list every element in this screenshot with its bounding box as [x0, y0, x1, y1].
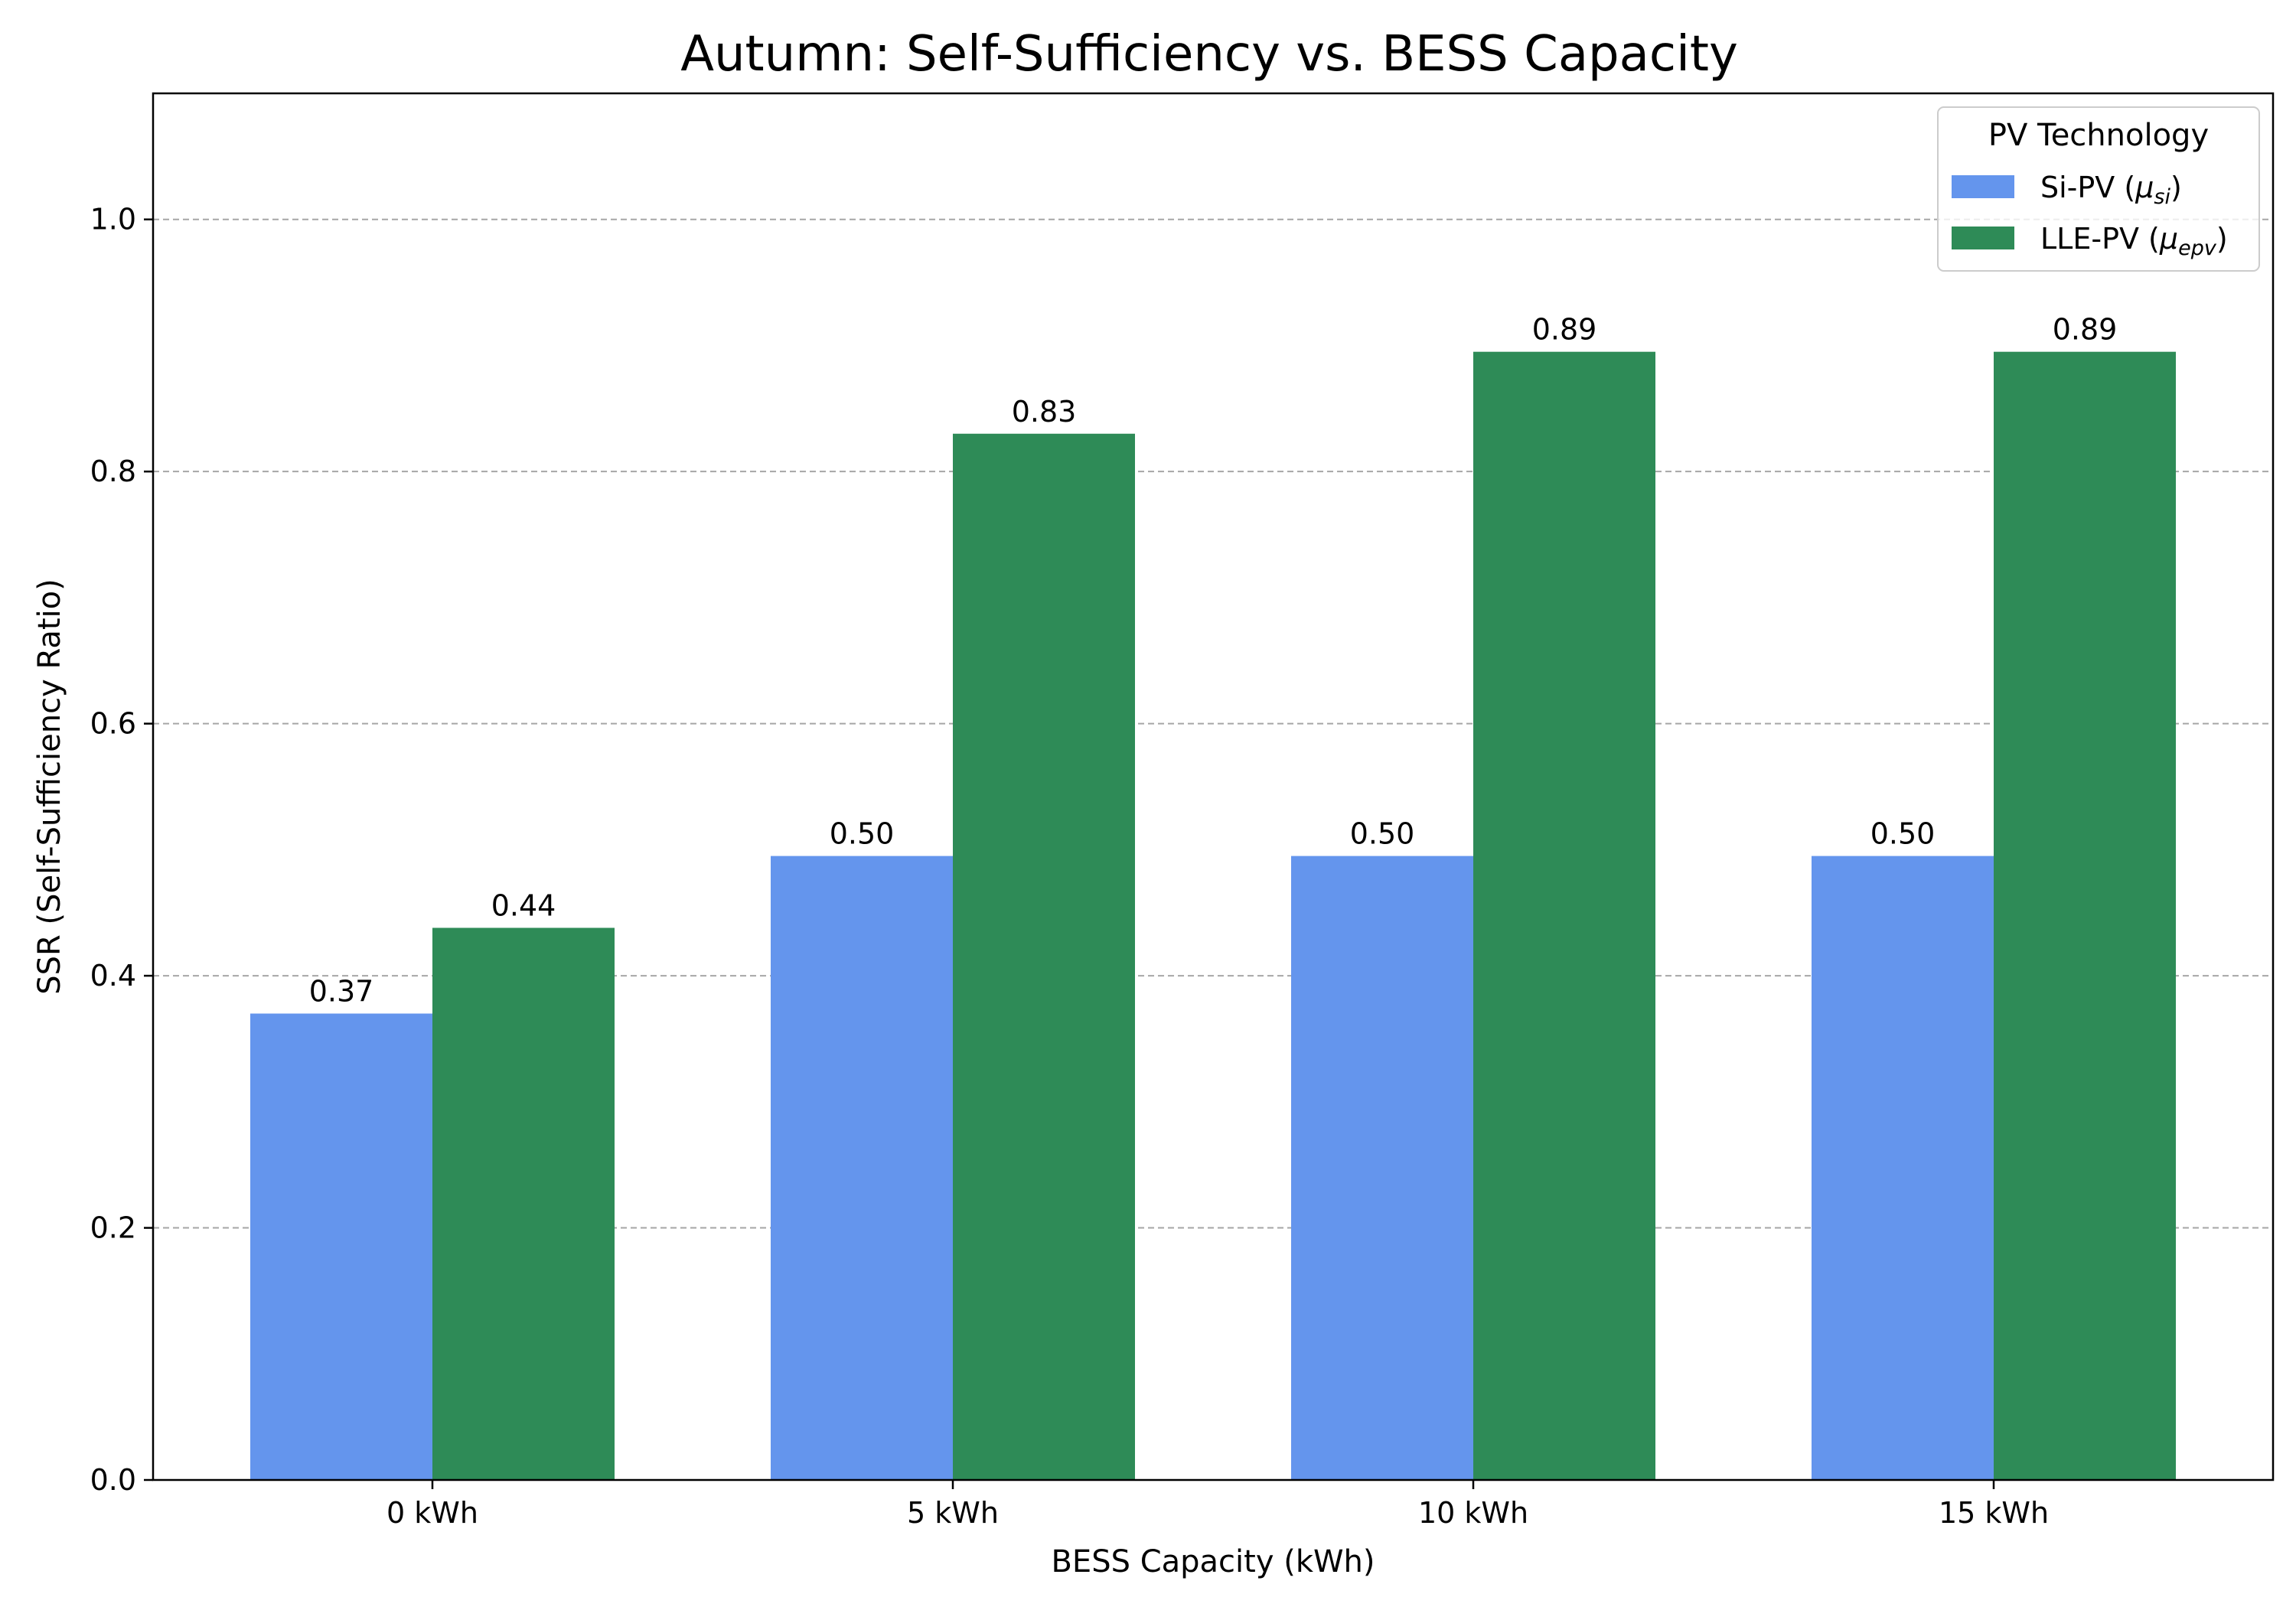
- value-labels: 0.37 0.44 0.50 0.83 0.50 0.89 0.50 0.89: [309, 313, 2118, 1009]
- bar-si-pv-0: [250, 1013, 432, 1480]
- legend: PV Technology Si-PV (μsi) LLE-PV (μepv): [1937, 106, 2260, 272]
- bar-lle-pv-3: [1994, 351, 2176, 1480]
- bar-value-label: 0.50: [830, 817, 895, 851]
- y-tick-label: 1.0: [90, 203, 136, 236]
- bar-value-label: 0.50: [1350, 817, 1415, 851]
- legend-lle-pv-sub: epv: [2178, 236, 2217, 260]
- y-tick-label: 0.6: [90, 707, 136, 741]
- y-axis-label: SSR (Self-Sufficiency Ratio): [32, 579, 67, 995]
- legend-lle-pv-mu: μ: [2159, 222, 2178, 256]
- x-ticks: 0 kWh 5 kWh 10 kWh 15 kWh: [386, 1480, 2049, 1530]
- bar-value-label: 0.89: [1532, 313, 1597, 347]
- x-tick-label: 10 kWh: [1418, 1496, 1528, 1530]
- y-ticks: 0.0 0.2 0.4 0.6 0.8 1.0: [90, 203, 153, 1497]
- legend-lle-pv-end: ): [2216, 222, 2228, 256]
- bar-si-pv-1: [771, 856, 953, 1480]
- bar-value-label: 0.89: [2053, 313, 2118, 347]
- legend-si-pv-base: Si-PV (: [2040, 171, 2135, 204]
- bar-lle-pv-1: [953, 433, 1135, 1480]
- y-tick-label: 0.8: [90, 455, 136, 488]
- bar-lle-pv-0: [432, 927, 615, 1480]
- bar-value-label: 0.83: [1012, 395, 1077, 429]
- legend-entry-lle-pv: LLE-PV (μepv): [2040, 222, 2228, 260]
- bar-si-pv-2: [1291, 856, 1473, 1480]
- bar-value-label: 0.50: [1870, 817, 1936, 851]
- x-axis-label: BESS Capacity (kWh): [1051, 1544, 1375, 1579]
- plot-frame: [152, 92, 2275, 1482]
- legend-si-pv-end: ): [2170, 171, 2182, 204]
- x-tick-label: 0 kWh: [386, 1496, 478, 1530]
- y-tick-label: 0.0: [90, 1463, 136, 1497]
- x-tick-label: 5 kWh: [907, 1496, 999, 1530]
- bars: [250, 351, 2176, 1480]
- x-tick-label: 15 kWh: [1939, 1496, 2049, 1530]
- legend-title: PV Technology: [1988, 118, 2209, 153]
- legend-entry-si-pv: Si-PV (μsi): [2040, 171, 2182, 209]
- legend-box: [1937, 106, 2260, 272]
- bar-value-label: 0.44: [491, 888, 556, 922]
- chart-title: Autumn: Self-Sufficiency vs. BESS Capaci…: [680, 26, 1738, 83]
- y-tick-label: 0.4: [90, 959, 136, 993]
- legend-si-pv-sub: si: [2154, 185, 2170, 209]
- bar-value-label: 0.37: [309, 975, 374, 1009]
- legend-si-pv-mu: μ: [2135, 171, 2154, 204]
- y-tick-label: 0.2: [90, 1211, 136, 1245]
- legend-swatch-si-pv: [1952, 175, 2014, 198]
- bar-lle-pv-2: [1473, 351, 1655, 1480]
- bar-si-pv-3: [1812, 856, 1994, 1480]
- legend-swatch-lle-pv: [1952, 227, 2014, 249]
- legend-lle-pv-base: LLE-PV (: [2040, 222, 2160, 256]
